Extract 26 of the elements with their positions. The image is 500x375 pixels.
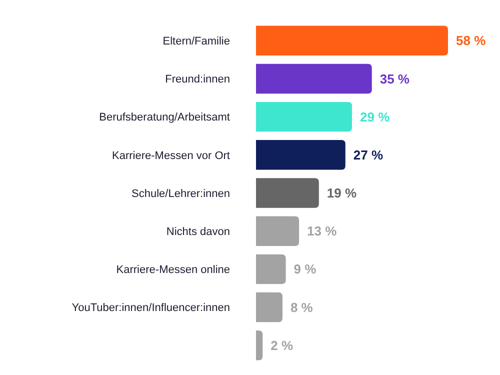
data-label: 9 % <box>294 262 317 277</box>
data-label: 19 % <box>326 186 357 201</box>
y-tick-label: Karriere-Messen vor Ort <box>112 150 230 162</box>
data-label: 27 % <box>353 147 384 162</box>
y-tick-label: Karriere-Messen online <box>116 264 230 276</box>
y-tick-label: Berufsberatung/Arbeitsamt <box>99 112 230 124</box>
bar <box>256 292 282 322</box>
bar <box>256 26 448 56</box>
bar <box>256 330 263 360</box>
y-tick-label: Freund:innen <box>165 74 230 86</box>
bar <box>256 178 319 208</box>
bar <box>256 102 352 132</box>
data-label: 58 % <box>456 33 486 48</box>
y-tick-label: YouTuber:innen/Influencer:innen <box>72 302 230 314</box>
data-label: 2 % <box>270 338 294 353</box>
data-label: 13 % <box>307 224 338 239</box>
bar <box>256 216 300 246</box>
bar <box>256 140 346 170</box>
bar <box>256 64 372 94</box>
y-tick-label: Nichts davon <box>166 226 230 238</box>
data-label: 29 % <box>360 109 390 124</box>
y-tick-label: Eltern/Familie <box>162 36 230 48</box>
bar <box>256 254 286 284</box>
y-tick-label: Schule/Lehrer:innen <box>132 188 230 200</box>
data-label: 8 % <box>290 300 314 315</box>
data-label: 35 % <box>380 71 410 86</box>
